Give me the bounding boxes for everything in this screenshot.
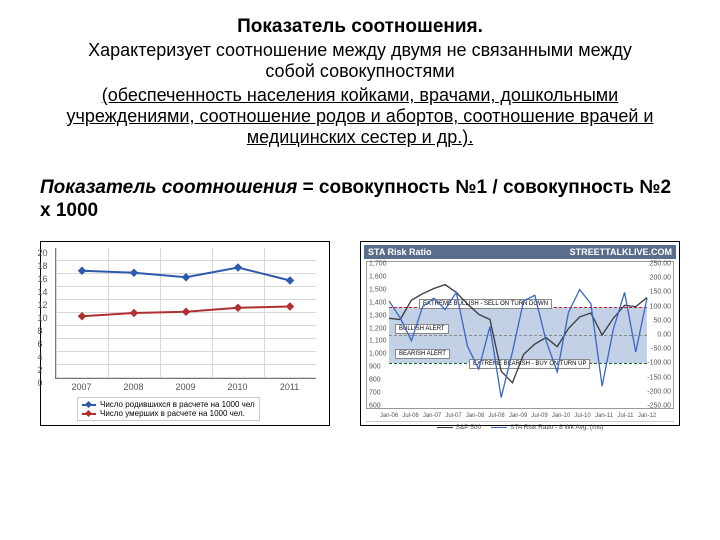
- right-chart: STA Risk Ratio STREETTALKLIVE.COM 600700…: [360, 241, 680, 426]
- right-chart-plot: 6007008009001,0001,1001,2001,3001,4001,5…: [366, 261, 674, 409]
- ytick: 4: [38, 352, 43, 362]
- xtick: Jan-11: [595, 413, 613, 419]
- xtick: Jul-10: [574, 413, 590, 419]
- ytick: 6: [38, 339, 43, 349]
- xtick: Jul-11: [618, 413, 634, 419]
- left-chart-plot: 0246810121416182020072008200920102011: [55, 248, 316, 379]
- charts-row: 0246810121416182020072008200920102011 Чи…: [40, 241, 680, 426]
- xtick: Jul-09: [531, 413, 547, 419]
- xtick: 2011: [280, 382, 299, 392]
- xtick: Jan-10: [552, 413, 570, 419]
- right-chart-legend: S&P 500 STA Risk Ratio - 8 Wk Avg. (rhs): [366, 421, 674, 431]
- ytick: 0: [38, 378, 43, 388]
- slide-body-2: (обеспеченность населения койками, врача…: [40, 85, 680, 147]
- legend-swatch-icon: [437, 427, 453, 428]
- xtick: Jul-06: [402, 413, 418, 419]
- legend-item: S&P 500: [437, 424, 482, 431]
- xtick: Jan-08: [466, 413, 484, 419]
- legend-swatch-icon: [82, 413, 96, 415]
- legend-label: Число умерших в расчете на 1000 чел.: [100, 409, 245, 418]
- xtick: Jul-07: [445, 413, 461, 419]
- ytick: 2: [38, 365, 43, 375]
- xtick: Jan-09: [509, 413, 527, 419]
- slide-body-1: Характеризует соотношение между двумя не…: [80, 40, 640, 81]
- right-chart-source: STREETTALKLIVE.COM: [570, 247, 672, 257]
- xtick: Jan-07: [423, 413, 441, 419]
- legend-label: Число родившихся в расчете на 1000 чел: [100, 400, 255, 409]
- legend-swatch-icon: [491, 427, 507, 428]
- legend-row: Число родившихся в расчете на 1000 чел: [82, 400, 255, 409]
- xtick: Jan-06: [380, 413, 398, 419]
- xtick: Jan-12: [638, 413, 656, 419]
- xtick: Jul-08: [488, 413, 504, 419]
- slide-title: Показатель соотношения.: [40, 16, 680, 38]
- xtick: 2008: [123, 382, 143, 392]
- ytick: 18: [38, 261, 48, 271]
- legend-swatch-icon: [82, 404, 96, 406]
- legend-label: STA Risk Ratio - 8 Wk Avg. (rhs): [510, 424, 603, 431]
- ytick: 16: [38, 274, 48, 284]
- ytick: 12: [38, 300, 48, 310]
- ytick: 8: [38, 326, 43, 336]
- formula-lhs: Показатель соотношения: [40, 177, 297, 198]
- xtick: 2009: [175, 382, 195, 392]
- ytick: 20: [38, 248, 48, 258]
- left-chart-legend: Число родившихся в расчете на 1000 чел Ч…: [77, 397, 260, 421]
- slide: Показатель соотношения. Характеризует со…: [0, 0, 720, 540]
- legend-item: STA Risk Ratio - 8 Wk Avg. (rhs): [491, 424, 603, 431]
- xtick: 2007: [71, 382, 91, 392]
- legend-row: Число умерших в расчете на 1000 чел.: [82, 409, 255, 418]
- ytick: 10: [38, 313, 48, 323]
- xtick: 2010: [227, 382, 247, 392]
- left-chart: 0246810121416182020072008200920102011 Чи…: [40, 241, 330, 426]
- formula: Показатель соотношения = совокупность №1…: [40, 177, 680, 223]
- ytick: 14: [38, 287, 48, 297]
- legend-label: S&P 500: [456, 424, 482, 431]
- right-chart-title: STA Risk Ratio: [368, 247, 432, 257]
- right-chart-titlebar: STA Risk Ratio STREETTALKLIVE.COM: [364, 245, 676, 259]
